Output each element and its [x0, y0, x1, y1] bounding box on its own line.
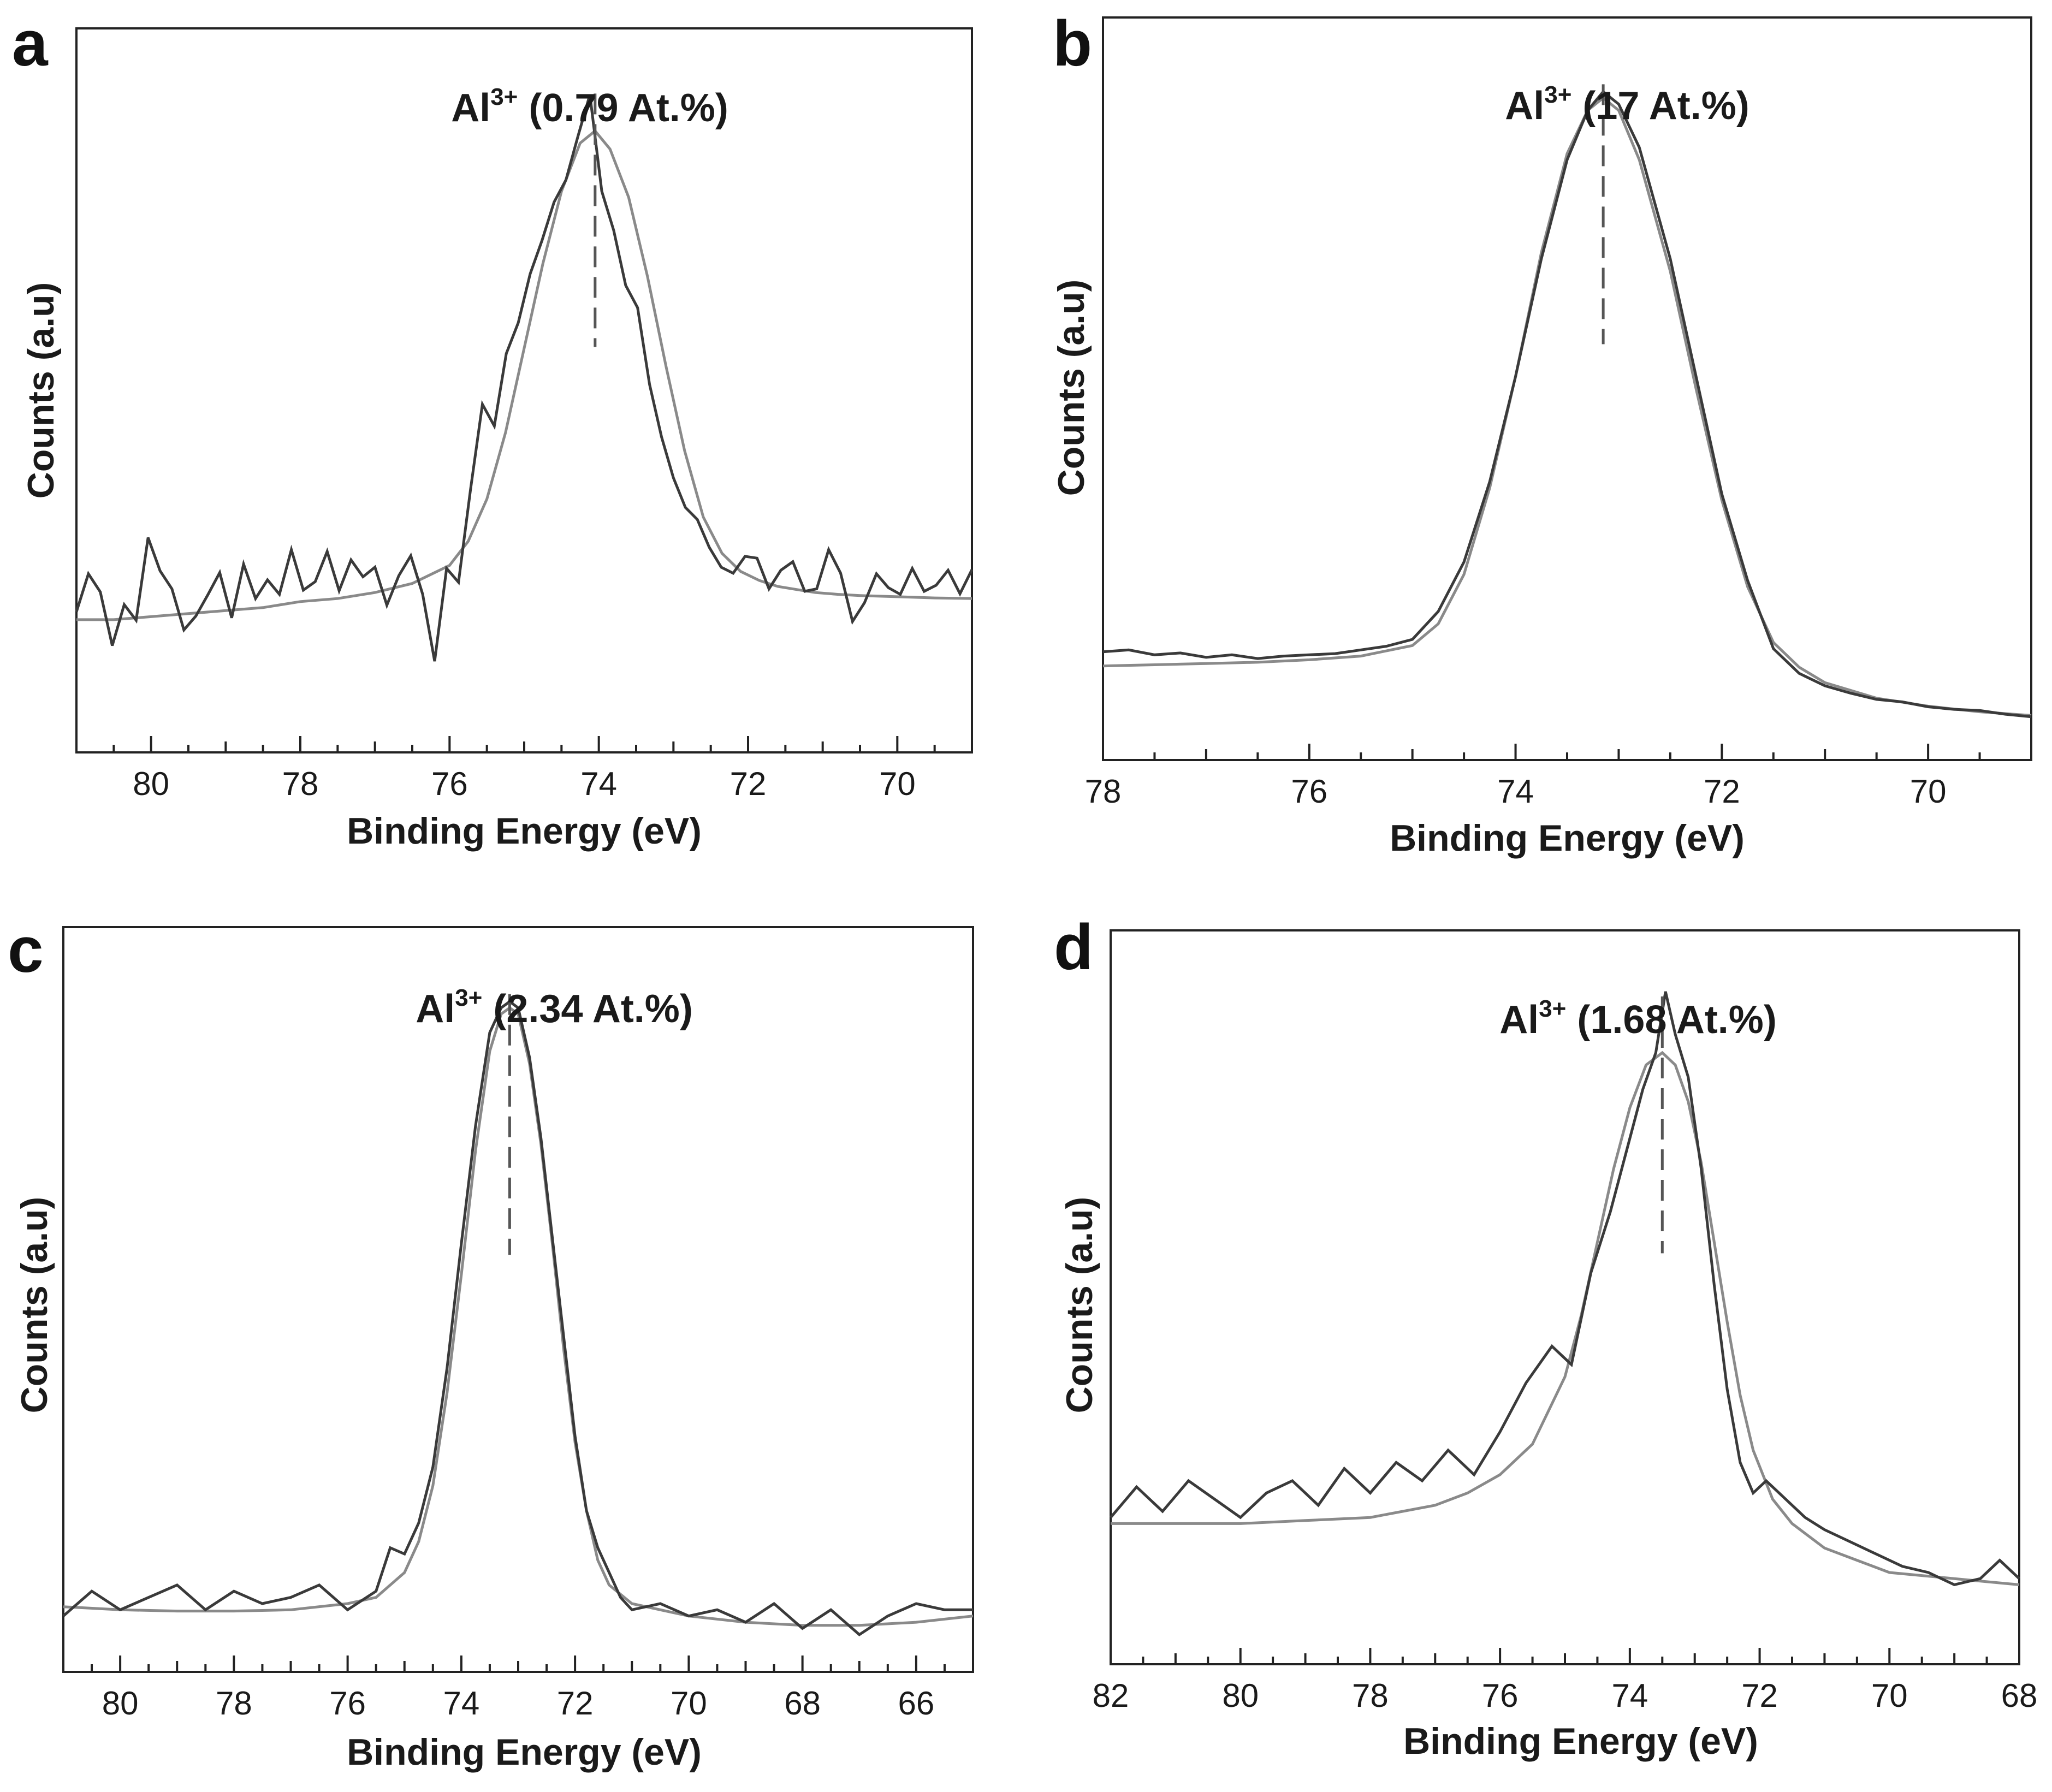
y-axis-title: Counts (a.u)	[1059, 1197, 1100, 1414]
x-axis-title: Binding Energy (eV)	[1390, 817, 1745, 859]
annotation-ion: Al	[451, 86, 490, 130]
peak-annotation: Al3+ (17 At.%)	[1505, 81, 1749, 128]
x-axis-title: Binding Energy (eV)	[347, 810, 702, 852]
raw-data-line	[1102, 90, 2032, 719]
fit-curve	[76, 129, 972, 621]
annotation-charge: 3+	[455, 984, 482, 1011]
annotation-ion: Al	[1499, 998, 1539, 1042]
x-tick-label: 76	[1291, 773, 1327, 810]
x-tick-label: 80	[1222, 1677, 1259, 1714]
x-tick-label: 74	[580, 766, 617, 802]
plot-frame	[1102, 16, 2032, 761]
x-tick-label: 74	[1497, 773, 1534, 810]
x-tick-label: 78	[1085, 773, 1122, 810]
annotation-charge: 3+	[490, 84, 518, 110]
x-tick-label: 66	[898, 1685, 935, 1722]
raw-data-line	[62, 1000, 973, 1636]
x-tick-label: 68	[2001, 1677, 2038, 1714]
annotation-value: (1.68 At.%)	[1577, 998, 1776, 1042]
x-tick-label: 70	[671, 1685, 707, 1722]
fit-curve	[1111, 1051, 2020, 1586]
y-axis-title: Counts (a.u)	[20, 282, 62, 499]
panel-letter: a	[12, 8, 49, 80]
x-tick-labels: 82 80 78 76 74 72 70 68	[1093, 1677, 2038, 1714]
peak-annotation: Al3+ (0.79 At.%)	[451, 84, 728, 130]
panel-d: d 82 80 78 76 74 72 70 68 Al3+ (1.68 At.%) Bind…	[1054, 911, 2037, 1762]
peak-annotation: Al3+ (1.68 At.%)	[1499, 995, 1777, 1042]
fit-curve	[1102, 96, 2032, 717]
x-tick-label: 72	[1741, 1677, 1778, 1714]
x-ticks	[75, 736, 973, 752]
x-tick-labels: 80 78 76 74 72 70 68 66	[102, 1685, 935, 1722]
x-axis-title: Binding Energy (eV)	[347, 1731, 702, 1773]
raw-data-line	[75, 94, 974, 662]
annotation-value-space	[518, 86, 529, 130]
x-axis-title: Binding Energy (eV)	[1403, 1720, 1758, 1762]
fit-curve	[63, 1006, 974, 1627]
panel-letter: c	[8, 914, 44, 986]
raw-data-line	[1110, 991, 2020, 1587]
panel-letter: b	[1053, 8, 1092, 80]
x-tick-labels: 78 76 74 72 70	[1085, 773, 1947, 810]
annotation-value-space	[1566, 998, 1577, 1042]
annotation-ion: Al	[416, 987, 455, 1031]
annotation-charge: 3+	[1544, 81, 1571, 108]
x-tick-label: 68	[784, 1685, 821, 1722]
y-axis-title: Counts (a.u)	[14, 1197, 55, 1414]
x-tick-label: 74	[1611, 1677, 1648, 1714]
annotation-value-space	[1571, 84, 1582, 128]
plot-frame	[62, 926, 974, 1673]
annotation-charge: 3+	[1539, 995, 1566, 1022]
annotation-value: (2.34 At.%)	[493, 987, 692, 1031]
x-ticks	[1102, 744, 2032, 760]
peak-annotation: Al3+ (2.34 At.%)	[416, 984, 693, 1031]
x-tick-label: 72	[557, 1685, 594, 1722]
panel-letter: d	[1054, 911, 1093, 983]
panel-a: a 80 78 76 74 72 70 Al3+ (0.79 At.%) Binding …	[12, 8, 974, 852]
x-tick-label: 76	[329, 1685, 366, 1722]
annotation-value: (17 At.%)	[1582, 84, 1749, 128]
x-tick-label: 78	[216, 1685, 252, 1722]
x-tick-label: 76	[1482, 1677, 1519, 1714]
x-tick-label: 82	[1093, 1677, 1129, 1714]
x-tick-label: 70	[1910, 773, 1947, 810]
x-ticks	[62, 1655, 974, 1672]
annotation-value-space	[482, 987, 493, 1031]
x-ticks	[1110, 1648, 2020, 1664]
x-tick-label: 72	[730, 766, 767, 802]
annotation-ion: Al	[1505, 84, 1544, 128]
plot-frame	[1110, 929, 2020, 1665]
x-tick-label: 80	[133, 766, 169, 802]
x-tick-label: 74	[443, 1685, 480, 1722]
y-axis-title: Counts (a.u)	[1051, 280, 1092, 496]
x-tick-label: 80	[102, 1685, 139, 1722]
panel-b: b 78 76 74 72 70 Al3+ (17 At.%) Binding Ener…	[1051, 8, 2032, 859]
x-tick-labels: 80 78 76 74 72 70	[133, 766, 915, 802]
x-tick-label: 70	[879, 766, 916, 802]
x-tick-label: 76	[431, 766, 468, 802]
x-tick-label: 78	[1352, 1677, 1389, 1714]
x-tick-label: 72	[1704, 773, 1740, 810]
panel-c: c 80 78 76 74 72 70 68 66 Al3+ (2.34 At.%) Bind…	[8, 914, 974, 1773]
x-tick-label: 78	[282, 766, 319, 802]
annotation-value: (0.79 At.%)	[529, 86, 728, 130]
plot-frame	[75, 27, 973, 753]
x-tick-label: 70	[1871, 1677, 1908, 1714]
